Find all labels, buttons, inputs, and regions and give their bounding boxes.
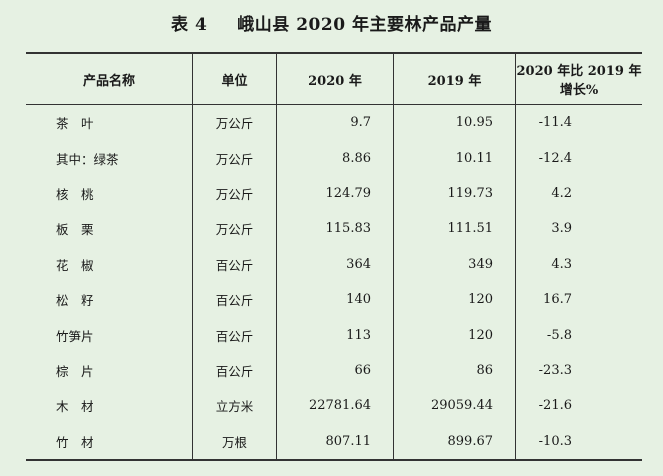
cell-unit: 万根 (192, 423, 277, 461)
cell-growth: -5.8 (546, 327, 572, 343)
header-growth: 2020 年比 2019 年增长% (515, 52, 642, 105)
cell-2019: 10.11 (393, 140, 516, 176)
cell-2020: 66 (276, 352, 394, 389)
cell-2019: 120 (393, 281, 516, 318)
table-row: 松 籽 百公斤 140 120 16.7 (26, 281, 642, 318)
cell-growth: -10.3 (515, 423, 642, 461)
cell-2019: 111.51 (393, 211, 516, 247)
cell-name: 其中：绿茶 (26, 140, 193, 176)
table-row: 竹 材 万根 807.11 899.67 -10.3 (26, 423, 642, 461)
table-title: 表 4 峨山县 2020 年主要林产品产量 (0, 10, 663, 35)
table-row: 棕 片 百公斤 66 86 -23.3 (26, 352, 642, 389)
cell-2020: 364 (276, 246, 394, 282)
cell-unit: 百公斤 (192, 281, 277, 318)
table-row: 其中：绿茶 万公斤 8.86 10.11 -12.4 (26, 140, 642, 176)
table-row: 核 桃 万公斤 124.79 119.73 4.2 (26, 175, 642, 212)
cell-unit: 立方米 (192, 388, 277, 424)
header-product-name: 产品名称 (26, 52, 193, 105)
table-row: 木 材 立方米 22781.64 29059.44 -21.6 (26, 388, 642, 424)
cell-name: 板 栗 (26, 211, 193, 247)
cell-unit: 百公斤 (192, 317, 277, 353)
cell-growth: -21.6 (538, 398, 572, 414)
cell-2019: 119.73 (393, 175, 516, 212)
cell-unit: 百公斤 (192, 352, 277, 389)
cell-unit: 万公斤 (192, 211, 277, 247)
cell-2020: 9.7 (276, 104, 394, 141)
cell-name: 竹 材 (26, 423, 193, 461)
cell-2020: 807.11 (276, 423, 394, 461)
cell-name: 松 籽 (26, 281, 193, 318)
table-row: 茶 叶 万公斤 9.7 10.95 -11.4 (26, 104, 642, 141)
cell-name: 核 桃 (26, 175, 193, 212)
cell-2019: 349 (393, 246, 516, 282)
cell-growth: 4.2 (551, 185, 572, 201)
cell-growth: 16.7 (543, 292, 572, 308)
cell-growth: -11.4 (538, 115, 572, 131)
cell-2020: 113 (276, 317, 394, 353)
table-row: 花 椒 百公斤 364 349 4.3 (26, 246, 642, 282)
cell-unit: 百公斤 (192, 246, 277, 282)
cell-growth: 4.3 (551, 256, 572, 272)
table-number: 表 4 (171, 15, 208, 35)
table-row: 板 栗 万公斤 115.83 111.51 3.9 (26, 211, 642, 247)
cell-unit: 万公斤 (192, 175, 277, 212)
table-row: 竹笋片 百公斤 113 120 -5.8 (26, 317, 642, 353)
cell-growth: -23.3 (538, 362, 572, 378)
cell-2019: 10.95 (393, 104, 516, 141)
header-2019: 2019 年 (393, 52, 516, 105)
cell-2019: 899.67 (393, 423, 516, 461)
cell-2019: 120 (393, 317, 516, 353)
cell-name: 竹笋片 (26, 317, 193, 353)
cell-growth: 3.9 (551, 221, 572, 237)
cell-2020: 22781.64 (276, 388, 394, 424)
cell-unit: 万公斤 (192, 104, 277, 141)
cell-2019: 29059.44 (393, 388, 516, 424)
cell-unit: 万公斤 (192, 140, 277, 176)
forest-products-table: 产品名称 单位 2020 年 2019 年 2020 年比 2019 年增长% … (26, 52, 642, 461)
cell-2020: 115.83 (276, 211, 394, 247)
cell-name: 木 材 (26, 388, 193, 424)
header-unit: 单位 (192, 52, 277, 105)
table-caption: 峨山县 2020 年主要林产品产量 (237, 15, 492, 35)
cell-2020: 140 (276, 281, 394, 318)
cell-2019: 86 (393, 352, 516, 389)
cell-2020: 8.86 (276, 140, 394, 176)
cell-2020: 124.79 (276, 175, 394, 212)
header-2020: 2020 年 (276, 52, 394, 105)
cell-growth: -12.4 (538, 150, 572, 166)
cell-name: 花 椒 (26, 246, 193, 282)
cell-name: 棕 片 (26, 352, 193, 389)
cell-name: 茶 叶 (26, 104, 193, 141)
header-row: 产品名称 单位 2020 年 2019 年 2020 年比 2019 年增长% (26, 52, 642, 105)
